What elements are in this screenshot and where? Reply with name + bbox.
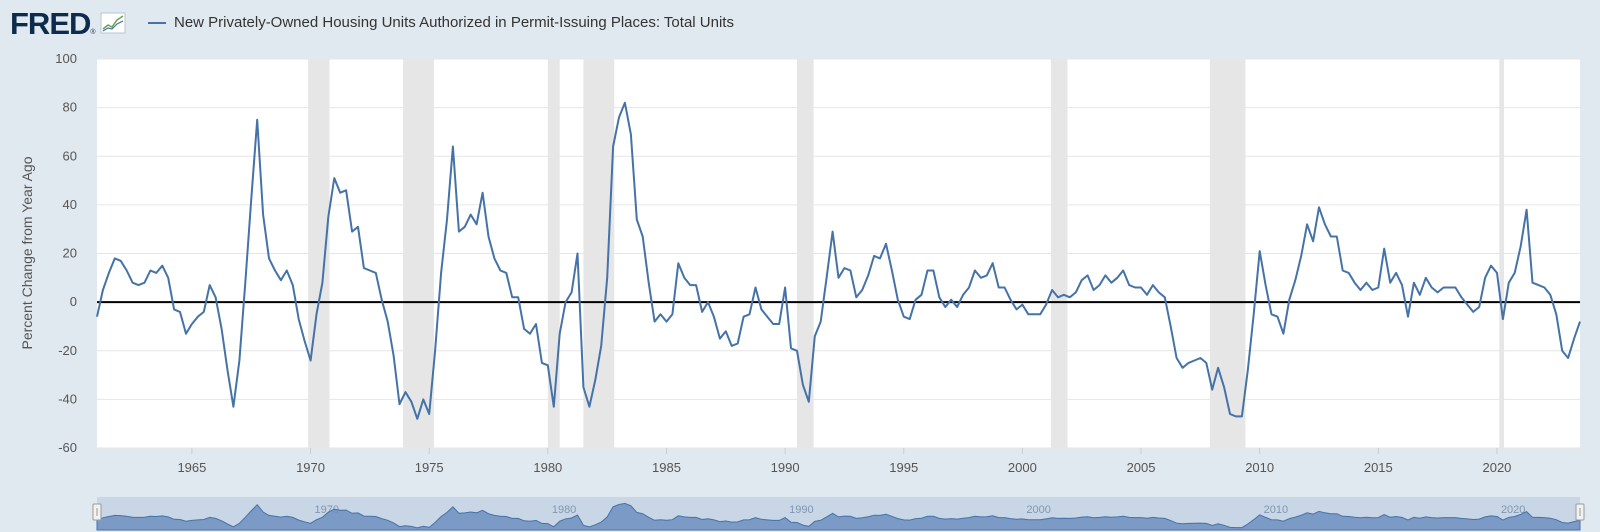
x-tick-label: 1980 [533, 460, 562, 475]
logo-text: FRED [10, 5, 91, 41]
legend[interactable]: New Privately-Owned Housing Units Author… [148, 14, 734, 31]
navigator[interactable]: 1970 1980 1990 2000 2010 2020 [92, 497, 1585, 531]
y-tick-label: 20 [63, 246, 77, 261]
navigator-year-label: 2000 [1026, 504, 1050, 516]
x-tick-label: 2005 [1127, 460, 1156, 475]
x-tick-label: 2020 [1482, 460, 1511, 475]
logo-registered-mark: ® [90, 29, 96, 36]
x-tick-label: 1970 [296, 460, 325, 475]
x-tick-label: 1965 [177, 460, 206, 475]
navigator-area [96, 502, 1581, 531]
x-tick-label: 2010 [1245, 460, 1274, 475]
series-group [96, 101, 1581, 420]
series-line[interactable] [96, 101, 1581, 420]
legend-label: New Privately-Owned Housing Units Author… [174, 14, 734, 31]
y-tick-label: -20 [58, 343, 77, 358]
x-tick-label: 1990 [771, 460, 800, 475]
x-tick-label: 2000 [1008, 460, 1037, 475]
y-tick-label: 100 [55, 51, 77, 66]
y-tick-label: -60 [58, 440, 77, 455]
logo-chart-icon [100, 12, 126, 34]
x-axis: 1965 1970 1975 1980 1985 1990 1995 2000 2005 2010… [177, 448, 1511, 475]
x-tick-label: 2015 [1364, 460, 1393, 475]
navigator-year-label: 1990 [789, 504, 813, 516]
y-axis-title: Percent Change from Year Ago [19, 156, 35, 349]
navigator-year-labels: 1970 1980 1990 2000 2010 2020 [315, 504, 1526, 516]
y-axis: -60 -40 -20 0 20 40 60 80 100 [55, 51, 77, 455]
y-tick-label: -40 [58, 391, 77, 406]
chart-header: FRED ® New Privately-Owned Housing Units… [0, 0, 1600, 48]
x-tick-label: 1985 [652, 460, 681, 475]
navigator-year-label: 1980 [552, 504, 576, 516]
fred-logo[interactable]: FRED ® [10, 6, 126, 40]
gridlines [97, 58, 1580, 449]
y-tick-label: 80 [63, 100, 77, 115]
legend-swatch [148, 21, 166, 24]
navigator-year-label: 2010 [1264, 504, 1288, 516]
y-tick-label: 60 [63, 148, 77, 163]
y-tick-label: 0 [70, 294, 77, 309]
x-tick-label: 1995 [889, 460, 918, 475]
navigator-year-label: 2020 [1501, 504, 1525, 516]
y-tick-label: 40 [63, 197, 77, 212]
x-tick-label: 1975 [415, 460, 444, 475]
